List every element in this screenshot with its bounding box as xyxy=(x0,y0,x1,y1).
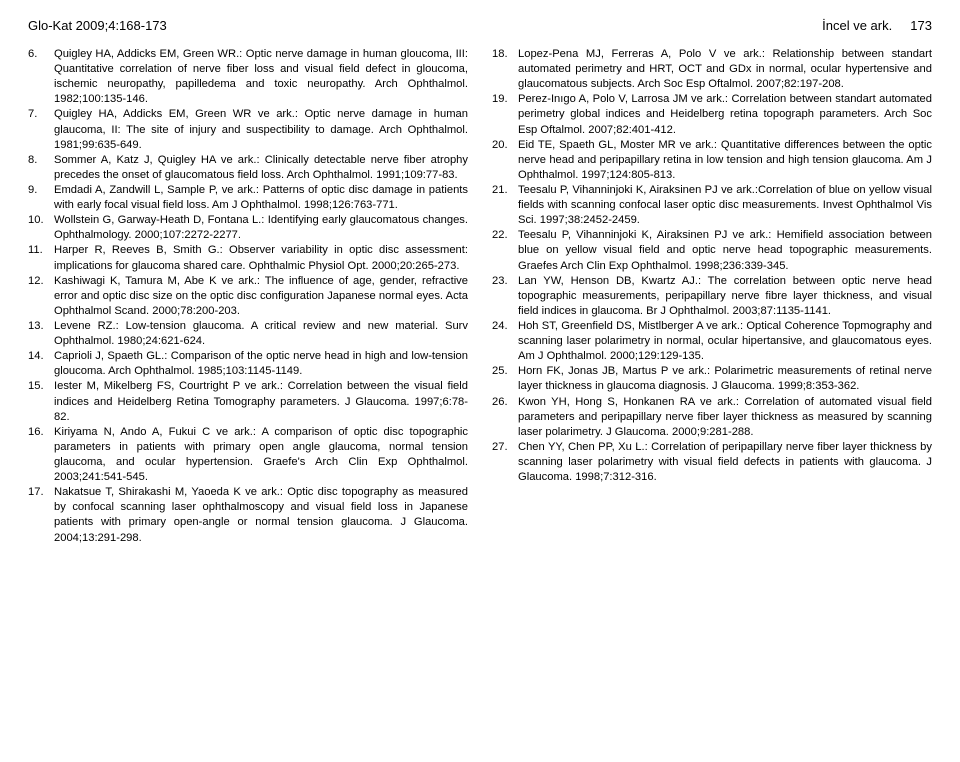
reference-text: Teesalu P, Vihanninjoki K, Airaksinen PJ… xyxy=(518,228,932,273)
reference-number: 13. xyxy=(28,319,54,349)
reference-item: 13.Levene RZ.: Low-tension glaucoma. A c… xyxy=(28,319,468,349)
reference-text: Horn FK, Jonas JB, Martus P ve ark.: Pol… xyxy=(518,364,932,394)
reference-item: 12.Kashiwagi K, Tamura M, Abe K ve ark.:… xyxy=(28,274,468,319)
reference-text: Chen YY, Chen PP, Xu L.: Correlation of … xyxy=(518,440,932,485)
reference-text: Eid TE, Spaeth GL, Moster MR ve ark.: Qu… xyxy=(518,138,932,183)
reference-text: Wollstein G, Garway-Heath D, Fontana L.:… xyxy=(54,213,468,243)
reference-number: 24. xyxy=(492,319,518,364)
reference-number: 17. xyxy=(28,485,54,545)
reference-number: 22. xyxy=(492,228,518,273)
reference-number: 21. xyxy=(492,183,518,228)
reference-item: 17.Nakatsue T, Shirakashi M, Yaoeda K ve… xyxy=(28,485,468,545)
reference-text: Hoh ST, Greenfield DS, Mistlberger A ve … xyxy=(518,319,932,364)
reference-text: Perez-Inıgo A, Polo V, Larrosa JM ve ark… xyxy=(518,92,932,137)
reference-item: 20.Eid TE, Spaeth GL, Moster MR ve ark.:… xyxy=(492,138,932,183)
reference-item: 7.Quigley HA, Addicks EM, Green WR ve ar… xyxy=(28,107,468,152)
reference-number: 20. xyxy=(492,138,518,183)
authors-page: İncel ve ark. 173 xyxy=(822,18,932,33)
reference-text: Kashiwagi K, Tamura M, Abe K ve ark.: Th… xyxy=(54,274,468,319)
reference-text: Quigley HA, Addicks EM, Green WR.: Optic… xyxy=(54,47,468,107)
page-number: 173 xyxy=(910,18,932,33)
reference-item: 24.Hoh ST, Greenfield DS, Mistlberger A … xyxy=(492,319,932,364)
reference-number: 11. xyxy=(28,243,54,273)
authors: İncel ve ark. xyxy=(822,18,892,33)
reference-text: Kwon YH, Hong S, Honkanen RA ve ark.: Co… xyxy=(518,395,932,440)
reference-text: Sommer A, Katz J, Quigley HA ve ark.: Cl… xyxy=(54,153,468,183)
page-header: Glo-Kat 2009;4:168-173 İncel ve ark. 173 xyxy=(28,18,932,33)
reference-number: 6. xyxy=(28,47,54,107)
reference-item: 16.Kiriyama N, Ando A, Fukui C ve ark.: … xyxy=(28,425,468,485)
reference-item: 19.Perez-Inıgo A, Polo V, Larrosa JM ve … xyxy=(492,92,932,137)
reference-item: 25.Horn FK, Jonas JB, Martus P ve ark.: … xyxy=(492,364,932,394)
reference-number: 16. xyxy=(28,425,54,485)
references-columns: 6.Quigley HA, Addicks EM, Green WR.: Opt… xyxy=(28,47,932,546)
reference-number: 7. xyxy=(28,107,54,152)
reference-item: 6.Quigley HA, Addicks EM, Green WR.: Opt… xyxy=(28,47,468,107)
reference-item: 9.Emdadi A, Zandwill L, Sample P, ve ark… xyxy=(28,183,468,213)
reference-number: 8. xyxy=(28,153,54,183)
reference-text: Quigley HA, Addicks EM, Green WR ve ark.… xyxy=(54,107,468,152)
reference-text: Lopez-Pena MJ, Ferreras A, Polo V ve ark… xyxy=(518,47,932,92)
reference-item: 23.Lan YW, Henson DB, Kwartz AJ.: The co… xyxy=(492,274,932,319)
reference-number: 9. xyxy=(28,183,54,213)
reference-number: 15. xyxy=(28,379,54,424)
reference-text: Lan YW, Henson DB, Kwartz AJ.: The corre… xyxy=(518,274,932,319)
reference-number: 27. xyxy=(492,440,518,485)
reference-item: 21.Teesalu P, Vihanninjoki K, Airaksinen… xyxy=(492,183,932,228)
reference-text: Levene RZ.: Low-tension glaucoma. A crit… xyxy=(54,319,468,349)
reference-item: 15.Iester M, Mikelberg FS, Courtright P … xyxy=(28,379,468,424)
reference-item: 11.Harper R, Reeves B, Smith G.: Observe… xyxy=(28,243,468,273)
reference-number: 10. xyxy=(28,213,54,243)
reference-number: 26. xyxy=(492,395,518,440)
reference-item: 22.Teesalu P, Vihanninjoki K, Airaksinen… xyxy=(492,228,932,273)
reference-text: Kiriyama N, Ando A, Fukui C ve ark.: A c… xyxy=(54,425,468,485)
reference-text: Iester M, Mikelberg FS, Courtright P ve … xyxy=(54,379,468,424)
reference-number: 18. xyxy=(492,47,518,92)
reference-text: Nakatsue T, Shirakashi M, Yaoeda K ve ar… xyxy=(54,485,468,545)
reference-item: 8.Sommer A, Katz J, Quigley HA ve ark.: … xyxy=(28,153,468,183)
reference-number: 25. xyxy=(492,364,518,394)
reference-item: 14.Caprioli J, Spaeth GL.: Comparison of… xyxy=(28,349,468,379)
reference-item: 27.Chen YY, Chen PP, Xu L.: Correlation … xyxy=(492,440,932,485)
reference-number: 12. xyxy=(28,274,54,319)
reference-number: 14. xyxy=(28,349,54,379)
reference-text: Teesalu P, Vihanninjoki K, Airaksinen PJ… xyxy=(518,183,932,228)
reference-number: 19. xyxy=(492,92,518,137)
journal-citation: Glo-Kat 2009;4:168-173 xyxy=(28,18,167,33)
reference-item: 10.Wollstein G, Garway-Heath D, Fontana … xyxy=(28,213,468,243)
reference-text: Caprioli J, Spaeth GL.: Comparison of th… xyxy=(54,349,468,379)
references-right-column: 18.Lopez-Pena MJ, Ferreras A, Polo V ve … xyxy=(492,47,932,546)
reference-number: 23. xyxy=(492,274,518,319)
reference-item: 26.Kwon YH, Hong S, Honkanen RA ve ark.:… xyxy=(492,395,932,440)
reference-item: 18.Lopez-Pena MJ, Ferreras A, Polo V ve … xyxy=(492,47,932,92)
reference-text: Emdadi A, Zandwill L, Sample P, ve ark.:… xyxy=(54,183,468,213)
references-left-column: 6.Quigley HA, Addicks EM, Green WR.: Opt… xyxy=(28,47,468,546)
reference-text: Harper R, Reeves B, Smith G.: Observer v… xyxy=(54,243,468,273)
